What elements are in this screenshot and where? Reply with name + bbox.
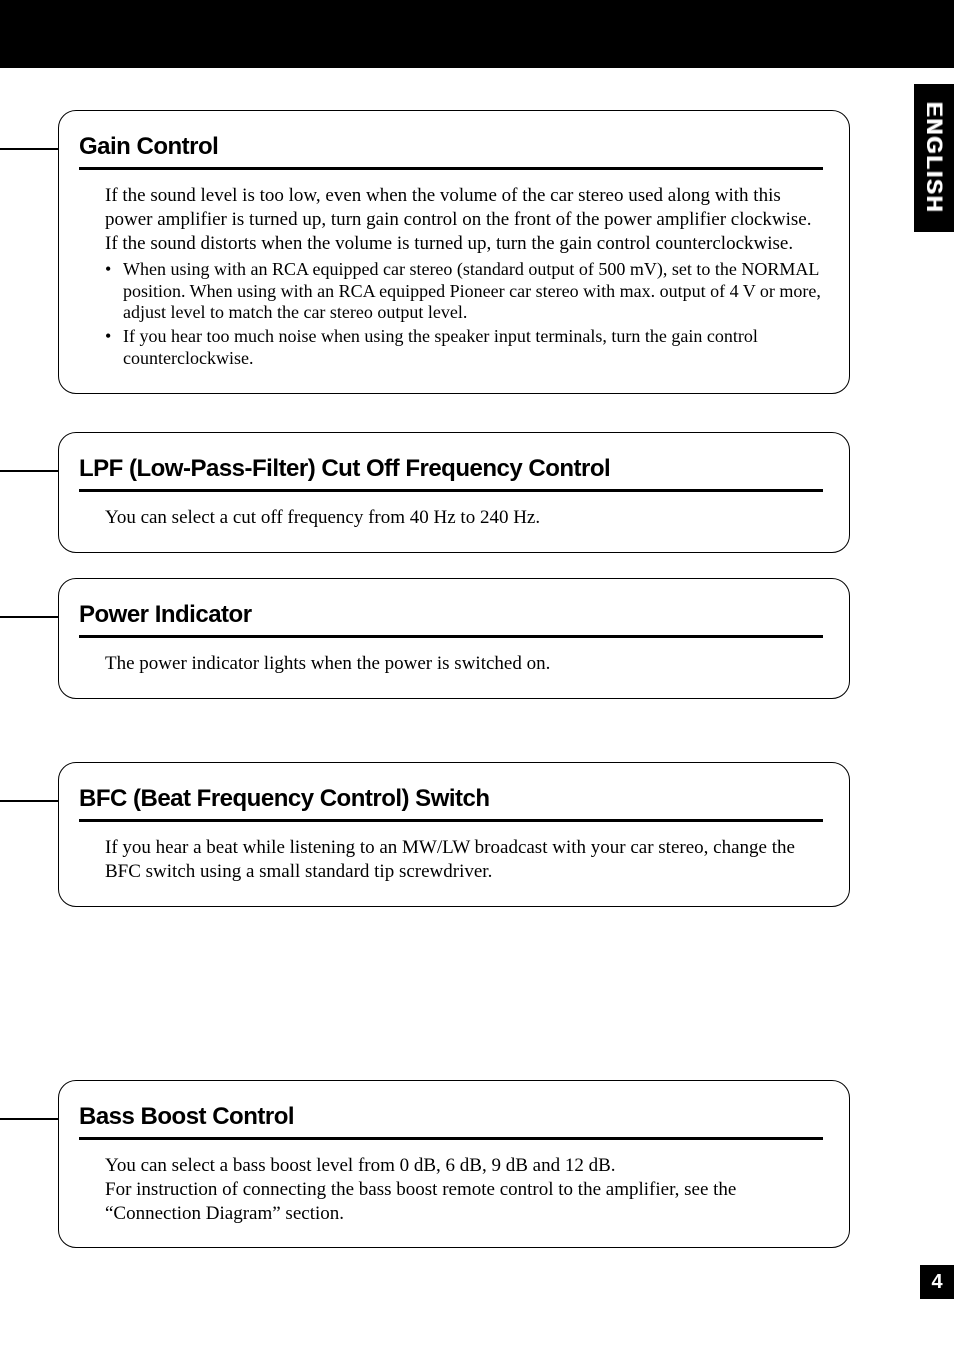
section-bass-boost: Bass Boost Control You can select a bass… bbox=[58, 1080, 850, 1248]
bullet-text: When using with an RCA equipped car ster… bbox=[123, 259, 823, 324]
section-power-indicator: Power Indicator The power indicator ligh… bbox=[58, 578, 850, 699]
language-tab: ENGLISH bbox=[914, 84, 954, 232]
section-lpf: LPF (Low-Pass-Filter) Cut Off Frequency … bbox=[58, 432, 850, 553]
bullet-text: If you hear too much noise when using th… bbox=[123, 326, 823, 369]
manual-page: ENGLISH Gain Control If the sound level … bbox=[0, 0, 954, 1355]
section-body: You can select a bass boost level from 0… bbox=[105, 1154, 823, 1225]
header-black-bar bbox=[0, 0, 954, 68]
section-body: You can select a cut off frequency from … bbox=[105, 506, 823, 530]
connector-line bbox=[0, 148, 58, 150]
section-title: LPF (Low-Pass-Filter) Cut Off Frequency … bbox=[79, 455, 823, 492]
bullet-list: • When using with an RCA equipped car st… bbox=[105, 259, 823, 369]
connector-line bbox=[0, 800, 58, 802]
connector-line bbox=[0, 616, 58, 618]
bullet-marker: • bbox=[105, 259, 123, 324]
section-title: Power Indicator bbox=[79, 601, 823, 638]
page-number: 4 bbox=[931, 1271, 942, 1294]
bullet-item: • When using with an RCA equipped car st… bbox=[105, 259, 823, 324]
bullet-marker: • bbox=[105, 326, 123, 369]
section-bfc: BFC (Beat Frequency Control) Switch If y… bbox=[58, 762, 850, 907]
section-title: Bass Boost Control bbox=[79, 1103, 823, 1140]
section-body: If you hear a beat while listening to an… bbox=[105, 836, 823, 884]
section-title: BFC (Beat Frequency Control) Switch bbox=[79, 785, 823, 822]
page-number-badge: 4 bbox=[920, 1265, 954, 1299]
language-tab-label: ENGLISH bbox=[921, 102, 947, 214]
section-body: If the sound level is too low, even when… bbox=[105, 184, 823, 255]
connector-line bbox=[0, 470, 58, 472]
section-title: Gain Control bbox=[79, 133, 823, 170]
connector-line bbox=[0, 1118, 58, 1120]
section-gain-control: Gain Control If the sound level is too l… bbox=[58, 110, 850, 394]
bullet-item: • If you hear too much noise when using … bbox=[105, 326, 823, 369]
section-body: The power indicator lights when the powe… bbox=[105, 652, 823, 676]
